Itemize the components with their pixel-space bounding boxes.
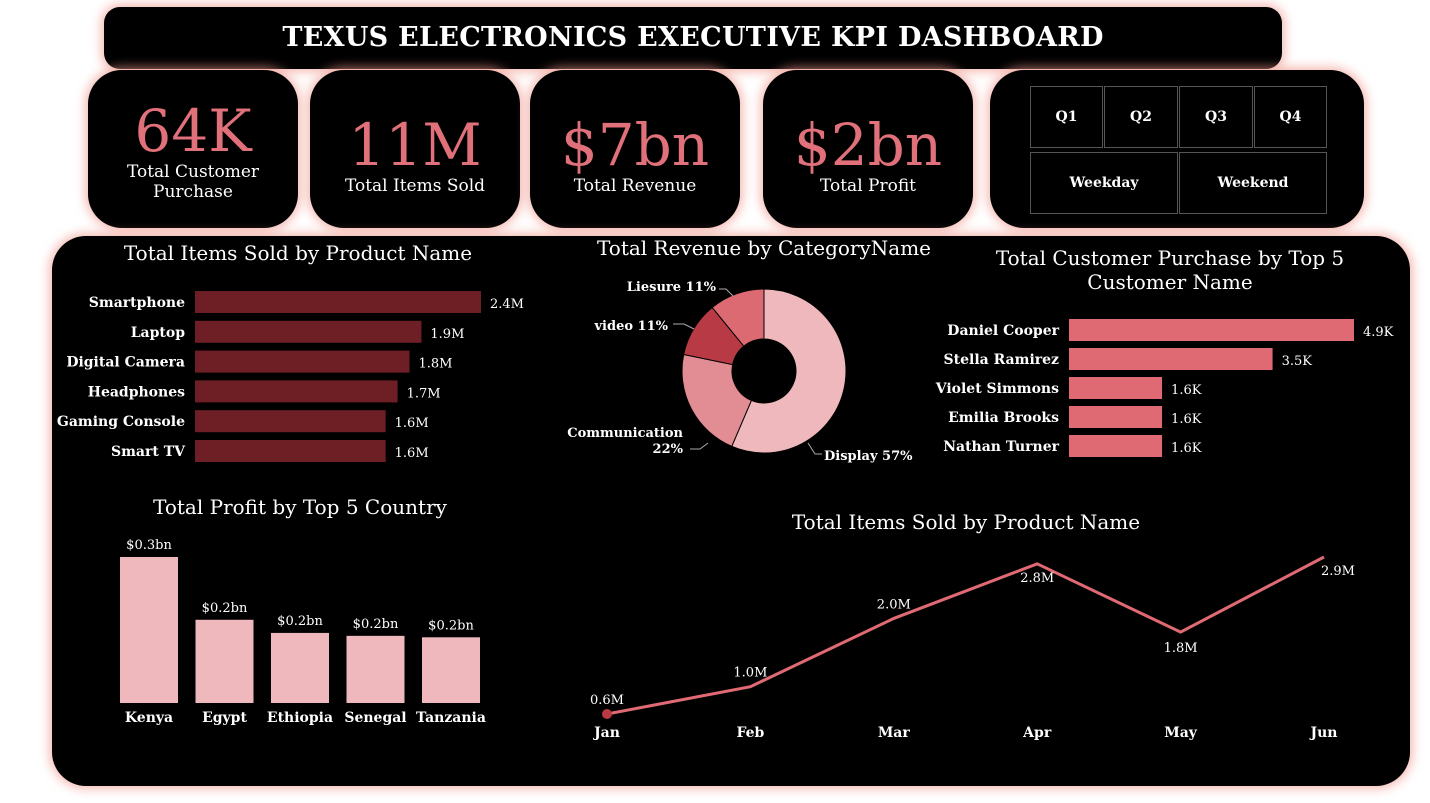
filter-weekend-button[interactable]: Weekend bbox=[1179, 152, 1327, 214]
kpi-label: Total Items Sold bbox=[344, 176, 486, 196]
kpi-card-customer-purchase: 64K Total Customer Purchase bbox=[88, 70, 298, 228]
filter-weekday-button[interactable]: Weekday bbox=[1030, 152, 1178, 214]
chart-title-items-by-month: Total Items Sold by Product Name bbox=[791, 510, 1141, 534]
chart-title-revenue-by-category: Total Revenue by CategoryName bbox=[596, 236, 931, 260]
filter-q3-button[interactable]: Q3 bbox=[1179, 86, 1253, 148]
kpi-value: 64K bbox=[134, 97, 252, 165]
chart-title-profit-by-country: Total Profit by Top 5 Country bbox=[153, 495, 447, 519]
filter-q4-button[interactable]: Q4 bbox=[1254, 86, 1327, 148]
dashboard-title: TEXUS ELECTRONICS EXECUTIVE KPI DASHBOAR… bbox=[282, 22, 1104, 53]
chart-title-customer-purchase: Total Customer Purchase by Top 5 Custome… bbox=[995, 246, 1345, 294]
kpi-card-items-sold: 11M Total Items Sold bbox=[310, 70, 520, 228]
filter-q2-button[interactable]: Q2 bbox=[1104, 86, 1178, 148]
kpi-label: Total Revenue bbox=[573, 176, 697, 196]
filter-q1-button[interactable]: Q1 bbox=[1030, 86, 1103, 148]
kpi-card-revenue: $7bn Total Revenue bbox=[530, 70, 740, 228]
kpi-value: $2bn bbox=[793, 111, 943, 179]
title-bar: TEXUS ELECTRONICS EXECUTIVE KPI DASHBOAR… bbox=[104, 7, 1282, 69]
kpi-value: 11M bbox=[348, 111, 482, 179]
kpi-label: Total Profit bbox=[819, 176, 917, 196]
kpi-label: Total Customer Purchase bbox=[126, 162, 260, 202]
chart-title-items-by-product: Total Items Sold by Product Name bbox=[123, 241, 473, 265]
kpi-value: $7bn bbox=[560, 111, 710, 179]
kpi-card-profit: $2bn Total Profit bbox=[763, 70, 973, 228]
filter-panel: Q1 Q2 Q3 Q4 Weekday Weekend bbox=[990, 70, 1364, 228]
